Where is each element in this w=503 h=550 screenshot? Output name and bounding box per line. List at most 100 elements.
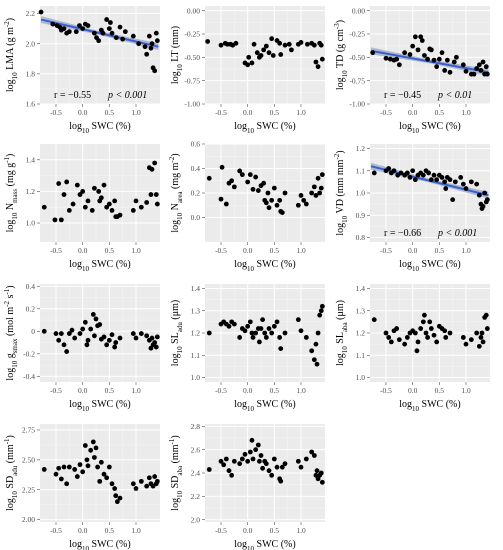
y-tick-label: 1.1 — [191, 351, 201, 360]
data-point — [318, 470, 324, 476]
data-point — [311, 42, 317, 48]
data-point — [80, 469, 86, 475]
data-point — [277, 40, 283, 46]
data-point — [92, 455, 97, 460]
data-point — [69, 327, 75, 333]
y-tick-label: -0.75 — [349, 76, 365, 85]
data-point — [226, 323, 232, 329]
x-axis-label: log10 SWC (%) — [69, 399, 130, 413]
data-point — [239, 172, 245, 178]
x-tick-label: 0.0 — [243, 108, 253, 117]
data-point — [82, 443, 88, 448]
data-point — [295, 458, 301, 464]
data-point — [318, 185, 324, 191]
data-point — [41, 204, 47, 210]
data-point — [427, 319, 433, 325]
x-tick-label: 0.0 — [78, 246, 88, 255]
data-point — [101, 471, 107, 477]
data-point — [219, 164, 225, 170]
data-point — [418, 34, 424, 40]
data-point — [261, 180, 267, 186]
data-point — [70, 201, 76, 207]
y-axis-label: log10 SLaba (μm) — [335, 300, 349, 366]
data-point — [221, 462, 227, 468]
data-point — [260, 317, 265, 323]
data-point — [371, 170, 377, 176]
y-tick-label: 2.00 — [22, 515, 35, 524]
data-point — [483, 64, 489, 70]
data-point — [447, 330, 453, 336]
data-point — [237, 168, 243, 174]
data-point — [152, 340, 158, 345]
data-point — [117, 495, 123, 501]
data-point — [415, 339, 421, 345]
data-point — [253, 330, 259, 336]
data-point — [482, 190, 488, 196]
y-tick-label: 1.1 — [356, 351, 366, 360]
data-point — [447, 177, 453, 183]
data-point — [269, 330, 275, 336]
data-point — [460, 181, 466, 187]
data-point — [218, 42, 224, 48]
data-point — [122, 29, 128, 35]
data-point — [303, 456, 309, 462]
data-point — [142, 44, 148, 50]
data-point — [428, 47, 434, 53]
data-point — [239, 456, 245, 462]
y-tick-label: 0.00 — [187, 6, 200, 15]
data-point — [319, 172, 325, 178]
data-point — [476, 62, 482, 68]
data-point — [64, 481, 70, 487]
data-point — [258, 326, 264, 331]
data-point — [109, 30, 115, 36]
x-tick-label: -0.5 — [50, 246, 62, 255]
data-point — [50, 21, 56, 27]
data-point — [106, 337, 112, 343]
x-tick-label: 0.0 — [408, 108, 418, 117]
data-point — [387, 56, 393, 62]
data-point — [249, 437, 255, 443]
y-tick-label: -0.50 — [349, 53, 365, 62]
data-point — [317, 312, 323, 318]
data-point — [318, 42, 324, 48]
data-point — [88, 326, 94, 332]
data-point — [58, 217, 64, 223]
data-point — [92, 333, 97, 339]
data-point — [52, 217, 58, 223]
data-point — [274, 202, 280, 208]
data-point — [38, 9, 44, 15]
data-point — [443, 186, 449, 191]
x-tick-label: 1.0 — [296, 108, 306, 117]
data-point — [303, 335, 309, 340]
data-point — [261, 47, 267, 53]
data-point — [371, 317, 377, 323]
data-point — [414, 348, 420, 354]
data-point — [407, 175, 413, 180]
y-tick-label: 2.8 — [191, 422, 201, 431]
data-point — [434, 177, 440, 183]
data-point — [120, 36, 126, 42]
x-axis-label: log10 SWC (%) — [69, 121, 130, 135]
data-point — [237, 461, 243, 467]
data-point — [266, 468, 272, 474]
data-point — [423, 330, 429, 336]
data-point — [402, 50, 408, 56]
y-tick-label: 0.00 — [352, 6, 365, 15]
data-point — [463, 186, 469, 191]
data-point — [444, 57, 450, 63]
data-point — [104, 17, 110, 22]
data-point — [254, 50, 260, 56]
data-point — [206, 467, 212, 472]
data-point — [420, 172, 426, 178]
data-point — [271, 456, 277, 462]
data-point — [138, 478, 144, 484]
data-point — [231, 458, 237, 464]
data-point — [474, 181, 480, 187]
y-tick-label: -0.2 — [23, 349, 35, 358]
x-tick-label: 0.0 — [408, 386, 418, 395]
x-axis-label: log10 SWC (%) — [69, 259, 130, 273]
data-point — [436, 56, 442, 62]
data-point — [66, 29, 72, 35]
